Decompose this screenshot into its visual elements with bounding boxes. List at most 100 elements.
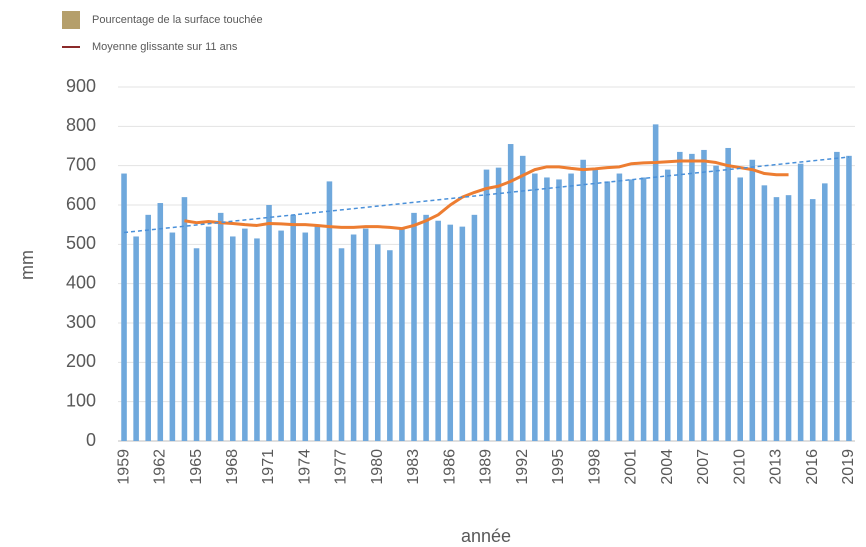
bar bbox=[314, 224, 321, 441]
x-tick-label: 1962 bbox=[152, 449, 169, 485]
bar bbox=[834, 151, 840, 441]
moving-average-line bbox=[184, 159, 789, 231]
x-tick-label: 1980 bbox=[369, 449, 386, 485]
bar bbox=[640, 177, 647, 441]
bar bbox=[737, 177, 744, 441]
bar bbox=[266, 205, 272, 441]
x-tick-label: 1968 bbox=[224, 449, 241, 485]
bar bbox=[568, 173, 574, 442]
x-tick-label: 2007 bbox=[695, 449, 712, 485]
x-tick-label: 1992 bbox=[514, 449, 531, 485]
x-tick-label: 2004 bbox=[659, 449, 676, 485]
bar bbox=[713, 165, 719, 441]
bar bbox=[556, 179, 562, 441]
y-tick-label: 500 bbox=[66, 233, 96, 253]
bar bbox=[169, 232, 176, 441]
x-axis-label: année bbox=[461, 526, 511, 546]
bar bbox=[664, 169, 671, 441]
trend-line bbox=[123, 156, 850, 234]
bar bbox=[628, 179, 635, 441]
bar bbox=[435, 220, 441, 441]
bar bbox=[773, 197, 780, 441]
x-tick-label: 1959 bbox=[115, 449, 132, 485]
bar bbox=[350, 234, 357, 441]
bar bbox=[797, 163, 804, 441]
y-tick-label: 900 bbox=[66, 76, 96, 96]
y-tick-label: 200 bbox=[66, 351, 96, 371]
bar bbox=[677, 151, 683, 441]
bar bbox=[362, 228, 369, 441]
bar bbox=[399, 228, 405, 441]
y-tick-label: 100 bbox=[66, 390, 96, 410]
x-tick-label: 1971 bbox=[260, 449, 277, 485]
bar bbox=[532, 173, 538, 442]
x-tick-label: 2013 bbox=[768, 449, 785, 485]
bar bbox=[822, 183, 828, 441]
bar bbox=[471, 214, 478, 441]
legend-swatch bbox=[62, 11, 80, 29]
bar bbox=[761, 185, 768, 441]
legend-label: Pourcentage de la surface touchée bbox=[92, 14, 263, 26]
bar bbox=[229, 236, 236, 441]
bar bbox=[544, 177, 550, 441]
bar bbox=[145, 214, 151, 441]
y-tick-label: 800 bbox=[66, 115, 96, 135]
bar bbox=[725, 147, 731, 441]
bar bbox=[604, 181, 611, 441]
bar bbox=[580, 159, 586, 441]
x-tick-label: 2010 bbox=[731, 449, 748, 485]
x-tick-label: 2019 bbox=[840, 449, 857, 485]
bar bbox=[157, 203, 164, 441]
bar bbox=[483, 169, 490, 441]
bar bbox=[507, 144, 514, 442]
bar bbox=[519, 155, 526, 442]
bar bbox=[338, 248, 345, 441]
bar bbox=[701, 149, 707, 441]
x-tick-label: 2001 bbox=[623, 449, 640, 485]
bar bbox=[447, 224, 454, 441]
y-axis-label: mm bbox=[17, 250, 37, 280]
bar bbox=[809, 199, 816, 441]
bar bbox=[242, 228, 248, 441]
bar bbox=[217, 212, 224, 441]
bar bbox=[181, 197, 188, 441]
bar bbox=[133, 236, 139, 441]
bar bbox=[387, 250, 393, 441]
y-tick-label: 400 bbox=[66, 272, 96, 292]
x-tick-label: 1998 bbox=[586, 449, 603, 485]
bar bbox=[785, 195, 792, 441]
x-tick-label: 1974 bbox=[296, 449, 313, 485]
y-tick-label: 0 bbox=[86, 430, 96, 450]
bar bbox=[302, 232, 309, 441]
bar bbox=[254, 238, 260, 441]
bar bbox=[193, 248, 200, 441]
bar bbox=[616, 173, 623, 442]
bar bbox=[374, 244, 381, 441]
x-tick-label: 1983 bbox=[405, 449, 422, 485]
bar bbox=[423, 214, 429, 441]
bar bbox=[495, 167, 502, 441]
x-tick-label: 1977 bbox=[333, 449, 350, 485]
bar bbox=[749, 159, 756, 441]
x-tick-label: 1995 bbox=[550, 449, 567, 485]
bar bbox=[689, 153, 695, 441]
legend-label: Moyenne glissante sur 11 ans bbox=[92, 41, 238, 53]
bar bbox=[592, 169, 599, 441]
bar bbox=[278, 230, 284, 441]
y-tick-label: 600 bbox=[66, 194, 96, 214]
bar bbox=[411, 212, 417, 441]
bar bbox=[652, 124, 659, 441]
bar bbox=[459, 226, 466, 441]
bar bbox=[121, 173, 127, 442]
bar bbox=[326, 181, 333, 441]
x-tick-label: 1989 bbox=[478, 449, 495, 485]
bar bbox=[290, 214, 296, 441]
bar bbox=[846, 155, 852, 442]
x-tick-label: 1986 bbox=[441, 449, 458, 485]
x-tick-label: 2016 bbox=[804, 449, 821, 485]
x-tick-label: 1965 bbox=[188, 449, 205, 485]
y-tick-label: 300 bbox=[66, 312, 96, 332]
bar bbox=[205, 226, 212, 441]
y-tick-label: 700 bbox=[66, 154, 96, 174]
